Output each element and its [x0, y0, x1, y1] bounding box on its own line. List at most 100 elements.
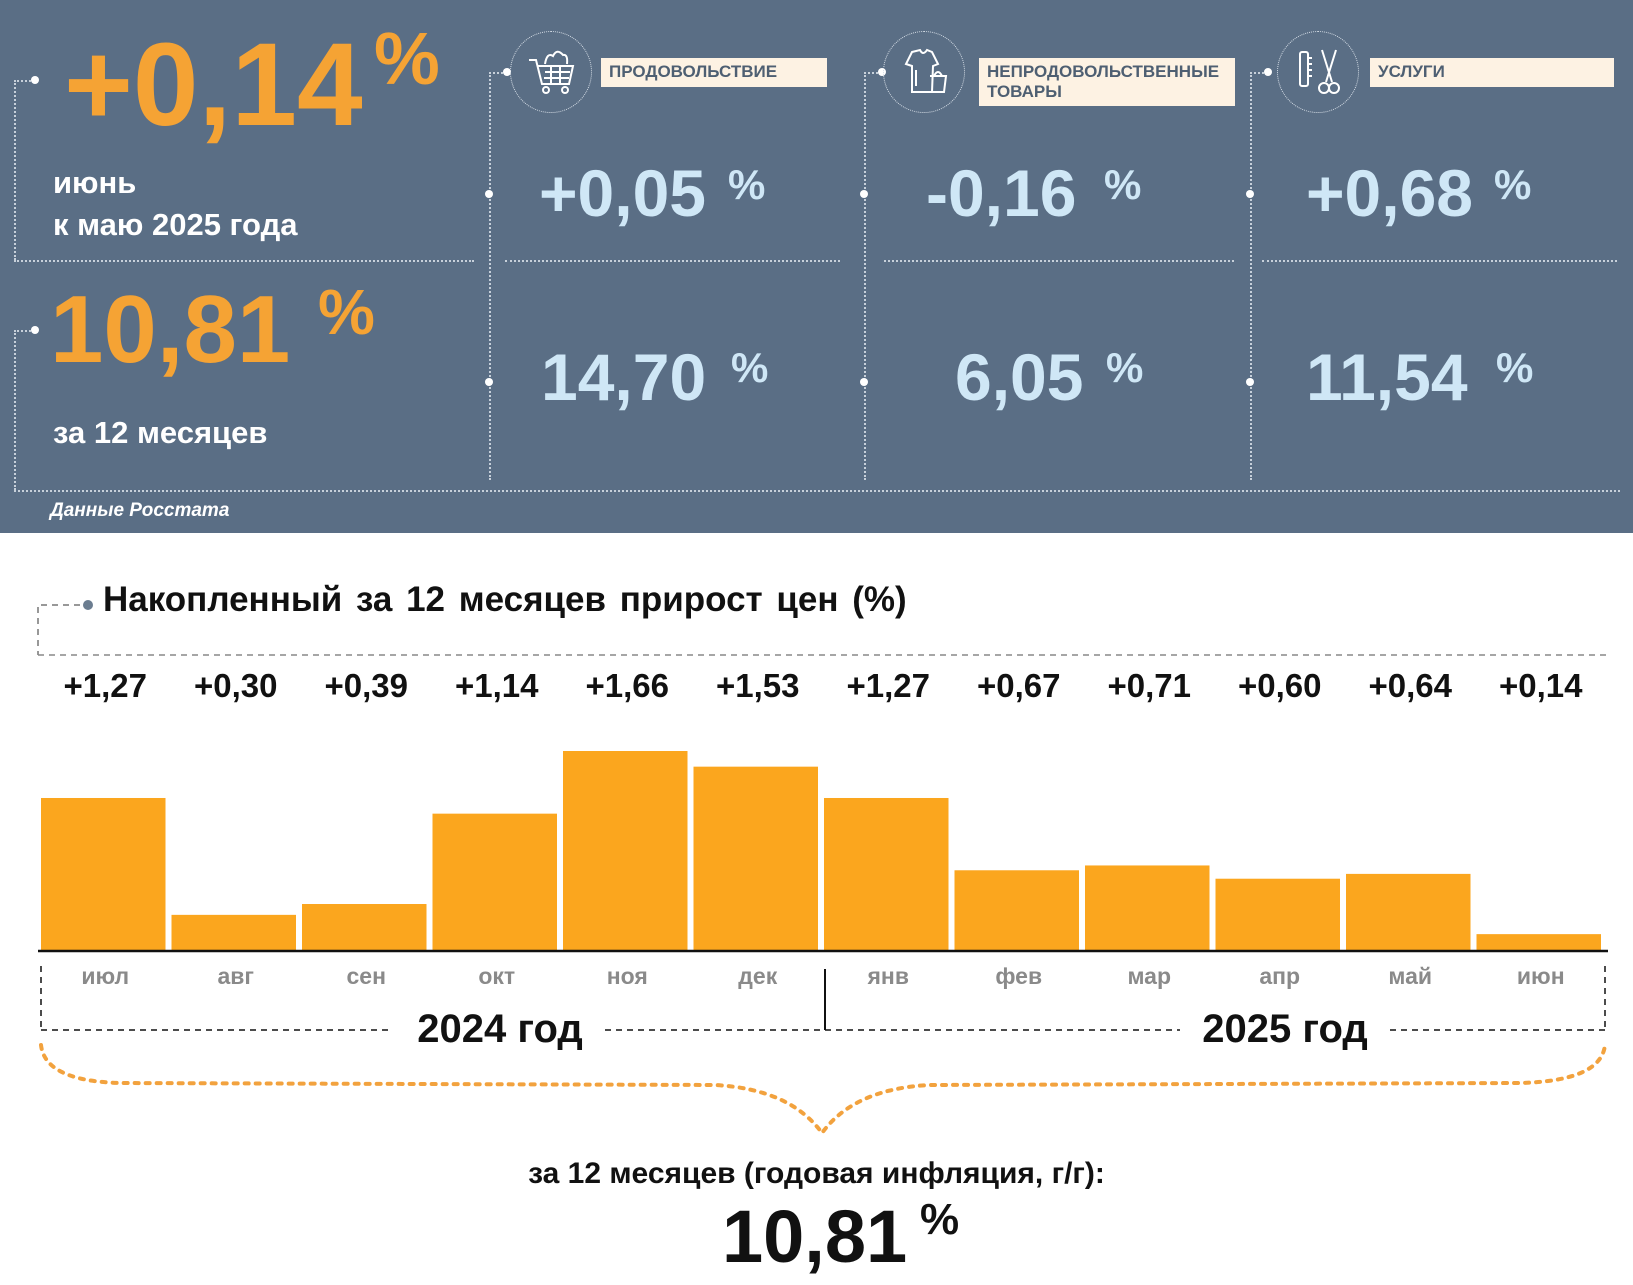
bar-май: [1346, 873, 1471, 951]
month-label: апр: [1259, 963, 1300, 989]
bar-окт: [432, 813, 557, 951]
month-label: дек: [738, 963, 777, 989]
source-note: Данные Росстата: [50, 500, 230, 521]
monthly-cpi-label-line2: к маю 2025 года: [53, 206, 298, 242]
value-label: +0,14: [1499, 667, 1583, 704]
divider: [14, 80, 34, 82]
connector-dot: [485, 378, 493, 386]
value-label: +1,27: [847, 667, 931, 704]
annual-inflation-unit: %: [920, 1195, 960, 1244]
connector-dot: [1264, 68, 1272, 76]
divider: [1250, 72, 1252, 480]
services-annual-value: 11,54: [1306, 340, 1468, 414]
bar-мар: [1085, 865, 1210, 951]
food-annual-value: 14,70: [541, 340, 707, 414]
connector-dot: [860, 378, 868, 386]
month-label: окт: [478, 963, 515, 989]
annual-inflation-value: 10,81: [722, 1195, 908, 1278]
value-label: +0,60: [1238, 667, 1322, 704]
divider: [14, 490, 1620, 492]
services-monthly-value: +0,68: [1306, 156, 1473, 230]
category-label-nonfood-line1: НЕПРОДОВОЛЬСТВЕННЫЕ: [987, 62, 1220, 81]
connector-dot: [485, 190, 493, 198]
month-label: сен: [347, 963, 386, 989]
divider: [14, 330, 34, 332]
connector-dot: [31, 326, 39, 334]
curly-brace: [39, 1043, 1607, 1137]
connector-dot: [31, 76, 39, 84]
divider: [1262, 260, 1617, 262]
bar-дек: [693, 766, 818, 951]
value-labels: +1,27 +0,30 +0,39 +1,14 +1,66 +1,53 +1,27 +0,67…: [64, 667, 1584, 704]
nonfood-monthly-unit: %: [1104, 161, 1142, 208]
bar-chart: +1,27 +0,30 +0,39 +1,14 +1,66 +1,53 +1,27 +0,67…: [37, 600, 1608, 1137]
bar-авг: [171, 914, 296, 951]
annual-cpi-unit: %: [318, 276, 375, 348]
monthly-cpi-label: июнь к маю 2025 года: [53, 162, 298, 246]
value-label: +1,14: [455, 667, 539, 704]
connector-dot: [878, 68, 886, 76]
scissors-comb-icon: [1277, 31, 1359, 113]
divider: [864, 72, 866, 480]
month-label: авг: [217, 963, 254, 989]
divider: [14, 80, 16, 260]
value-label: +0,71: [1108, 667, 1192, 704]
value-label: +0,67: [977, 667, 1061, 704]
year-label-2025: 2025 год: [1202, 1007, 1368, 1051]
value-label: +1,27: [64, 667, 148, 704]
nonfood-annual-value: 6,05: [955, 340, 1084, 414]
month-labels: июл авг сен окт ноя дек янв фев мар апр май июн: [81, 963, 1564, 989]
value-label: +0,64: [1369, 667, 1453, 704]
divider: [14, 260, 474, 262]
category-label-nonfood-line2: ТОВАРЫ: [987, 82, 1062, 101]
divider: [864, 72, 878, 74]
divider: [14, 330, 16, 490]
bar-июн: [1476, 934, 1601, 951]
connector-dot: [1246, 378, 1254, 386]
connector-dot: [1246, 190, 1254, 198]
month-label: янв: [867, 963, 909, 989]
title-connector: [37, 600, 1608, 656]
monthly-cpi-value: +0,14: [64, 19, 363, 151]
food-monthly-unit: %: [728, 161, 766, 208]
shopping-cart-icon: [510, 31, 592, 113]
value-label: +1,53: [716, 667, 800, 704]
bar-сен: [302, 904, 427, 951]
year-label-2024: 2024 год: [417, 1007, 583, 1051]
nonfood-monthly-value: -0,16: [926, 156, 1077, 230]
connector-dot: [503, 68, 511, 76]
divider: [489, 72, 503, 74]
monthly-cpi-unit: %: [374, 17, 440, 100]
month-label: июл: [81, 963, 129, 989]
category-label-nonfood: НЕПРОДОВОЛЬСТВЕННЫЕ ТОВАРЫ: [979, 58, 1235, 106]
category-label-services: УСЛУГИ: [1370, 58, 1614, 87]
value-label: +1,66: [586, 667, 670, 704]
divider: [505, 260, 840, 262]
bar-фев: [954, 870, 1079, 951]
annual-inflation-caption: за 12 месяцев (годовая инфляция, г/г):: [528, 1157, 1105, 1190]
annual-cpi-value: 10,81: [50, 276, 291, 383]
food-monthly-value: +0,05: [539, 156, 706, 230]
bars: [41, 751, 1601, 951]
bar-апр: [1215, 878, 1340, 951]
value-label: +0,39: [325, 667, 409, 704]
category-label-food: ПРОДОВОЛЬСТВИЕ: [601, 58, 827, 87]
bar-ноя: [563, 751, 688, 951]
nonfood-annual-unit: %: [1106, 344, 1144, 391]
month-label: мар: [1127, 963, 1171, 989]
food-annual-unit: %: [731, 344, 769, 391]
services-annual-unit: %: [1496, 344, 1534, 391]
services-monthly-unit: %: [1494, 161, 1532, 208]
bar-июл: [41, 797, 166, 951]
clothing-icon: [883, 31, 965, 113]
divider: [884, 260, 1234, 262]
divider: [1250, 72, 1264, 74]
divider: [489, 72, 491, 480]
month-label: май: [1388, 963, 1432, 989]
chart-title: Накопленный за 12 месяцев прирост цен (%…: [103, 580, 907, 619]
summary-panel: +0,14 % июнь к маю 2025 года 10,81 % за …: [0, 0, 1633, 533]
connector-dot: [860, 190, 868, 198]
month-label: июн: [1517, 963, 1565, 989]
bar-янв: [824, 797, 949, 951]
month-label: фев: [995, 963, 1042, 989]
